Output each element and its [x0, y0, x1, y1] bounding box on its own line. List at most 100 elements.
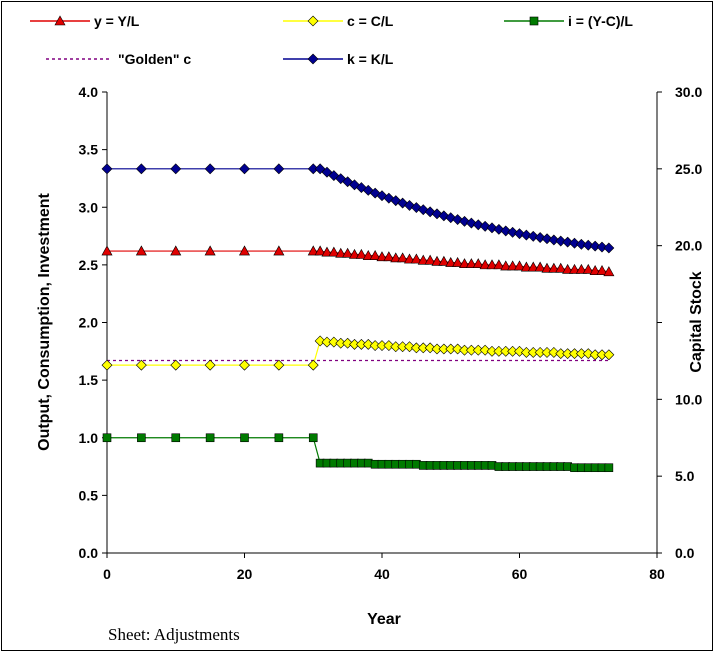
- y2-tick-label: 20.0: [675, 238, 702, 254]
- data-point: [342, 337, 354, 349]
- data-point: [458, 258, 471, 269]
- data-point: [328, 246, 340, 257]
- data-point: [514, 228, 525, 240]
- data-point: [239, 359, 250, 371]
- legend-item: "Golden" c: [46, 51, 191, 67]
- data-point: [170, 245, 182, 256]
- y2-tick-label: 5.0: [675, 468, 695, 484]
- data-point: [548, 234, 560, 246]
- data-point: [548, 347, 560, 358]
- data-point: [238, 245, 251, 256]
- data-point: [204, 245, 216, 256]
- data-point: [314, 335, 326, 347]
- data-point: [369, 250, 381, 260]
- legend-label: c = C/L: [347, 13, 394, 29]
- data-point: [582, 348, 594, 360]
- data-point: [555, 262, 567, 273]
- y-tick-label: 0.5: [79, 487, 99, 503]
- data-point: [575, 263, 587, 274]
- data-point: [486, 259, 498, 270]
- data-point: [603, 242, 615, 254]
- data-point: [513, 260, 526, 271]
- data-point: [390, 252, 402, 263]
- y-tick-label: 3.5: [79, 142, 99, 158]
- data-point: [239, 163, 250, 175]
- series-0: [101, 245, 615, 277]
- y2-tick-label: 0.0: [675, 545, 695, 561]
- x-tick-label: 0: [103, 566, 111, 582]
- legend: y = Y/L c = C/L i = (Y-C)/L "Golden" c k = K…: [30, 13, 633, 67]
- legend-marker: [529, 16, 539, 26]
- data-point: [321, 246, 333, 257]
- data-point: [348, 248, 361, 259]
- data-point: [170, 359, 182, 371]
- data-point: [548, 262, 560, 273]
- data-point: [431, 255, 443, 266]
- data-point: [424, 342, 436, 354]
- series-4: [101, 163, 615, 254]
- data-point: [135, 359, 147, 371]
- legend-item: y = Y/L: [30, 13, 140, 29]
- data-point: [383, 251, 395, 262]
- data-point: [135, 245, 147, 256]
- data-point: [465, 258, 477, 269]
- data-point: [493, 259, 505, 270]
- y-tick-label: 3.0: [79, 199, 99, 215]
- legend-item: i = (Y-C)/L: [504, 13, 633, 29]
- data-point: [101, 163, 113, 175]
- data-point: [204, 163, 216, 175]
- sheet-label: Sheet: Adjustments: [108, 625, 240, 644]
- series-1: [101, 335, 615, 371]
- legend-item: k = K/L: [283, 51, 394, 67]
- legend-marker: [54, 15, 66, 26]
- data-point: [438, 255, 450, 266]
- data-point: [555, 235, 567, 247]
- data-point: [568, 263, 581, 274]
- data-point: [404, 341, 415, 353]
- data-point: [596, 265, 608, 275]
- x-tick-label: 60: [512, 566, 528, 582]
- x-axis-title: Year: [367, 611, 401, 628]
- data-point: [596, 241, 608, 253]
- data-point: [604, 463, 614, 473]
- legend-label: i = (Y-C)/L: [568, 13, 633, 29]
- y-tick-label: 1.5: [79, 372, 99, 388]
- data-point: [308, 433, 318, 443]
- axes: 0.0 0.5 1.0 1.5 2.0 2.5 3.0 3.5 4.0 0 20 40 60 80 0.0 5…: [79, 84, 703, 582]
- y-axis-title: Output, Consumption, Investment: [36, 192, 53, 450]
- data-point: [445, 256, 457, 267]
- data-point: [507, 260, 519, 271]
- y2-tick-label: 25.0: [675, 161, 702, 177]
- data-point: [204, 359, 216, 371]
- data-point: [417, 254, 429, 265]
- data-point: [520, 229, 532, 241]
- data-point: [171, 433, 181, 443]
- data-point: [376, 251, 388, 262]
- x-tick-label: 80: [649, 566, 665, 582]
- x-tick-label: 20: [237, 566, 253, 582]
- legend-marker: [307, 15, 319, 27]
- legend-marker: [307, 53, 319, 65]
- data-point: [589, 265, 601, 275]
- y-tick-label: 1.0: [79, 430, 99, 446]
- data-point: [101, 245, 113, 256]
- y-tick-label: 2.0: [79, 315, 99, 331]
- data-point: [383, 340, 395, 351]
- data-point: [562, 236, 574, 248]
- data-point: [273, 359, 285, 371]
- data-point: [355, 248, 367, 259]
- data-point: [424, 254, 436, 265]
- data-point: [575, 238, 587, 250]
- data-point: [479, 344, 491, 356]
- data-point: [603, 349, 615, 361]
- data-point: [137, 433, 146, 443]
- data-point: [603, 266, 615, 277]
- data-point: [479, 259, 491, 270]
- data-point: [507, 226, 519, 238]
- data-point: [342, 247, 354, 258]
- data-point: [589, 240, 601, 252]
- legend-label: y = Y/L: [94, 13, 140, 29]
- data-point: [274, 433, 284, 443]
- legend-label: "Golden" c: [118, 51, 191, 67]
